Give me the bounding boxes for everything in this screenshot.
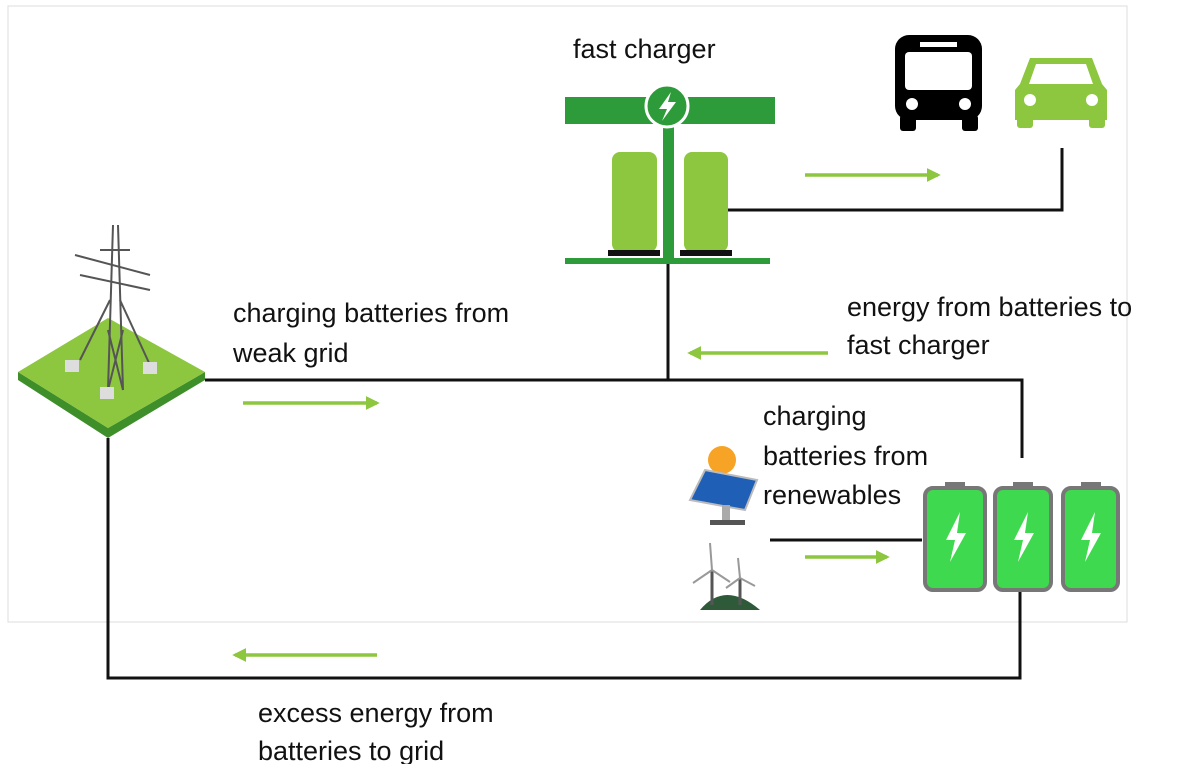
renewables-label: renewables	[763, 480, 901, 510]
wires	[108, 148, 1062, 678]
to-grid-label: excess energy from	[258, 698, 494, 728]
fast-charger-icon	[565, 85, 775, 264]
renewables-label: charging	[763, 401, 867, 431]
solar-panel-icon	[690, 446, 757, 525]
car-icon	[1015, 58, 1107, 128]
page: fast charger charging batteries from wea…	[0, 0, 1179, 764]
renewables-label: batteries from	[763, 441, 928, 471]
bus-icon	[895, 35, 982, 131]
weak-grid-label: charging batteries from	[233, 298, 509, 328]
to-grid-label: batteries to grid	[258, 736, 444, 764]
fast-charger-label: fast charger	[573, 34, 716, 64]
to-fast-charger-label: fast charger	[847, 330, 990, 360]
diagram: fast charger charging batteries from wea…	[0, 0, 1179, 764]
grid-tower-icon	[18, 225, 205, 438]
wind-turbine-icon	[693, 543, 760, 610]
battery-icons	[925, 482, 1118, 590]
weak-grid-label: weak grid	[232, 338, 349, 368]
to-fast-charger-label: energy from batteries to	[847, 292, 1132, 322]
